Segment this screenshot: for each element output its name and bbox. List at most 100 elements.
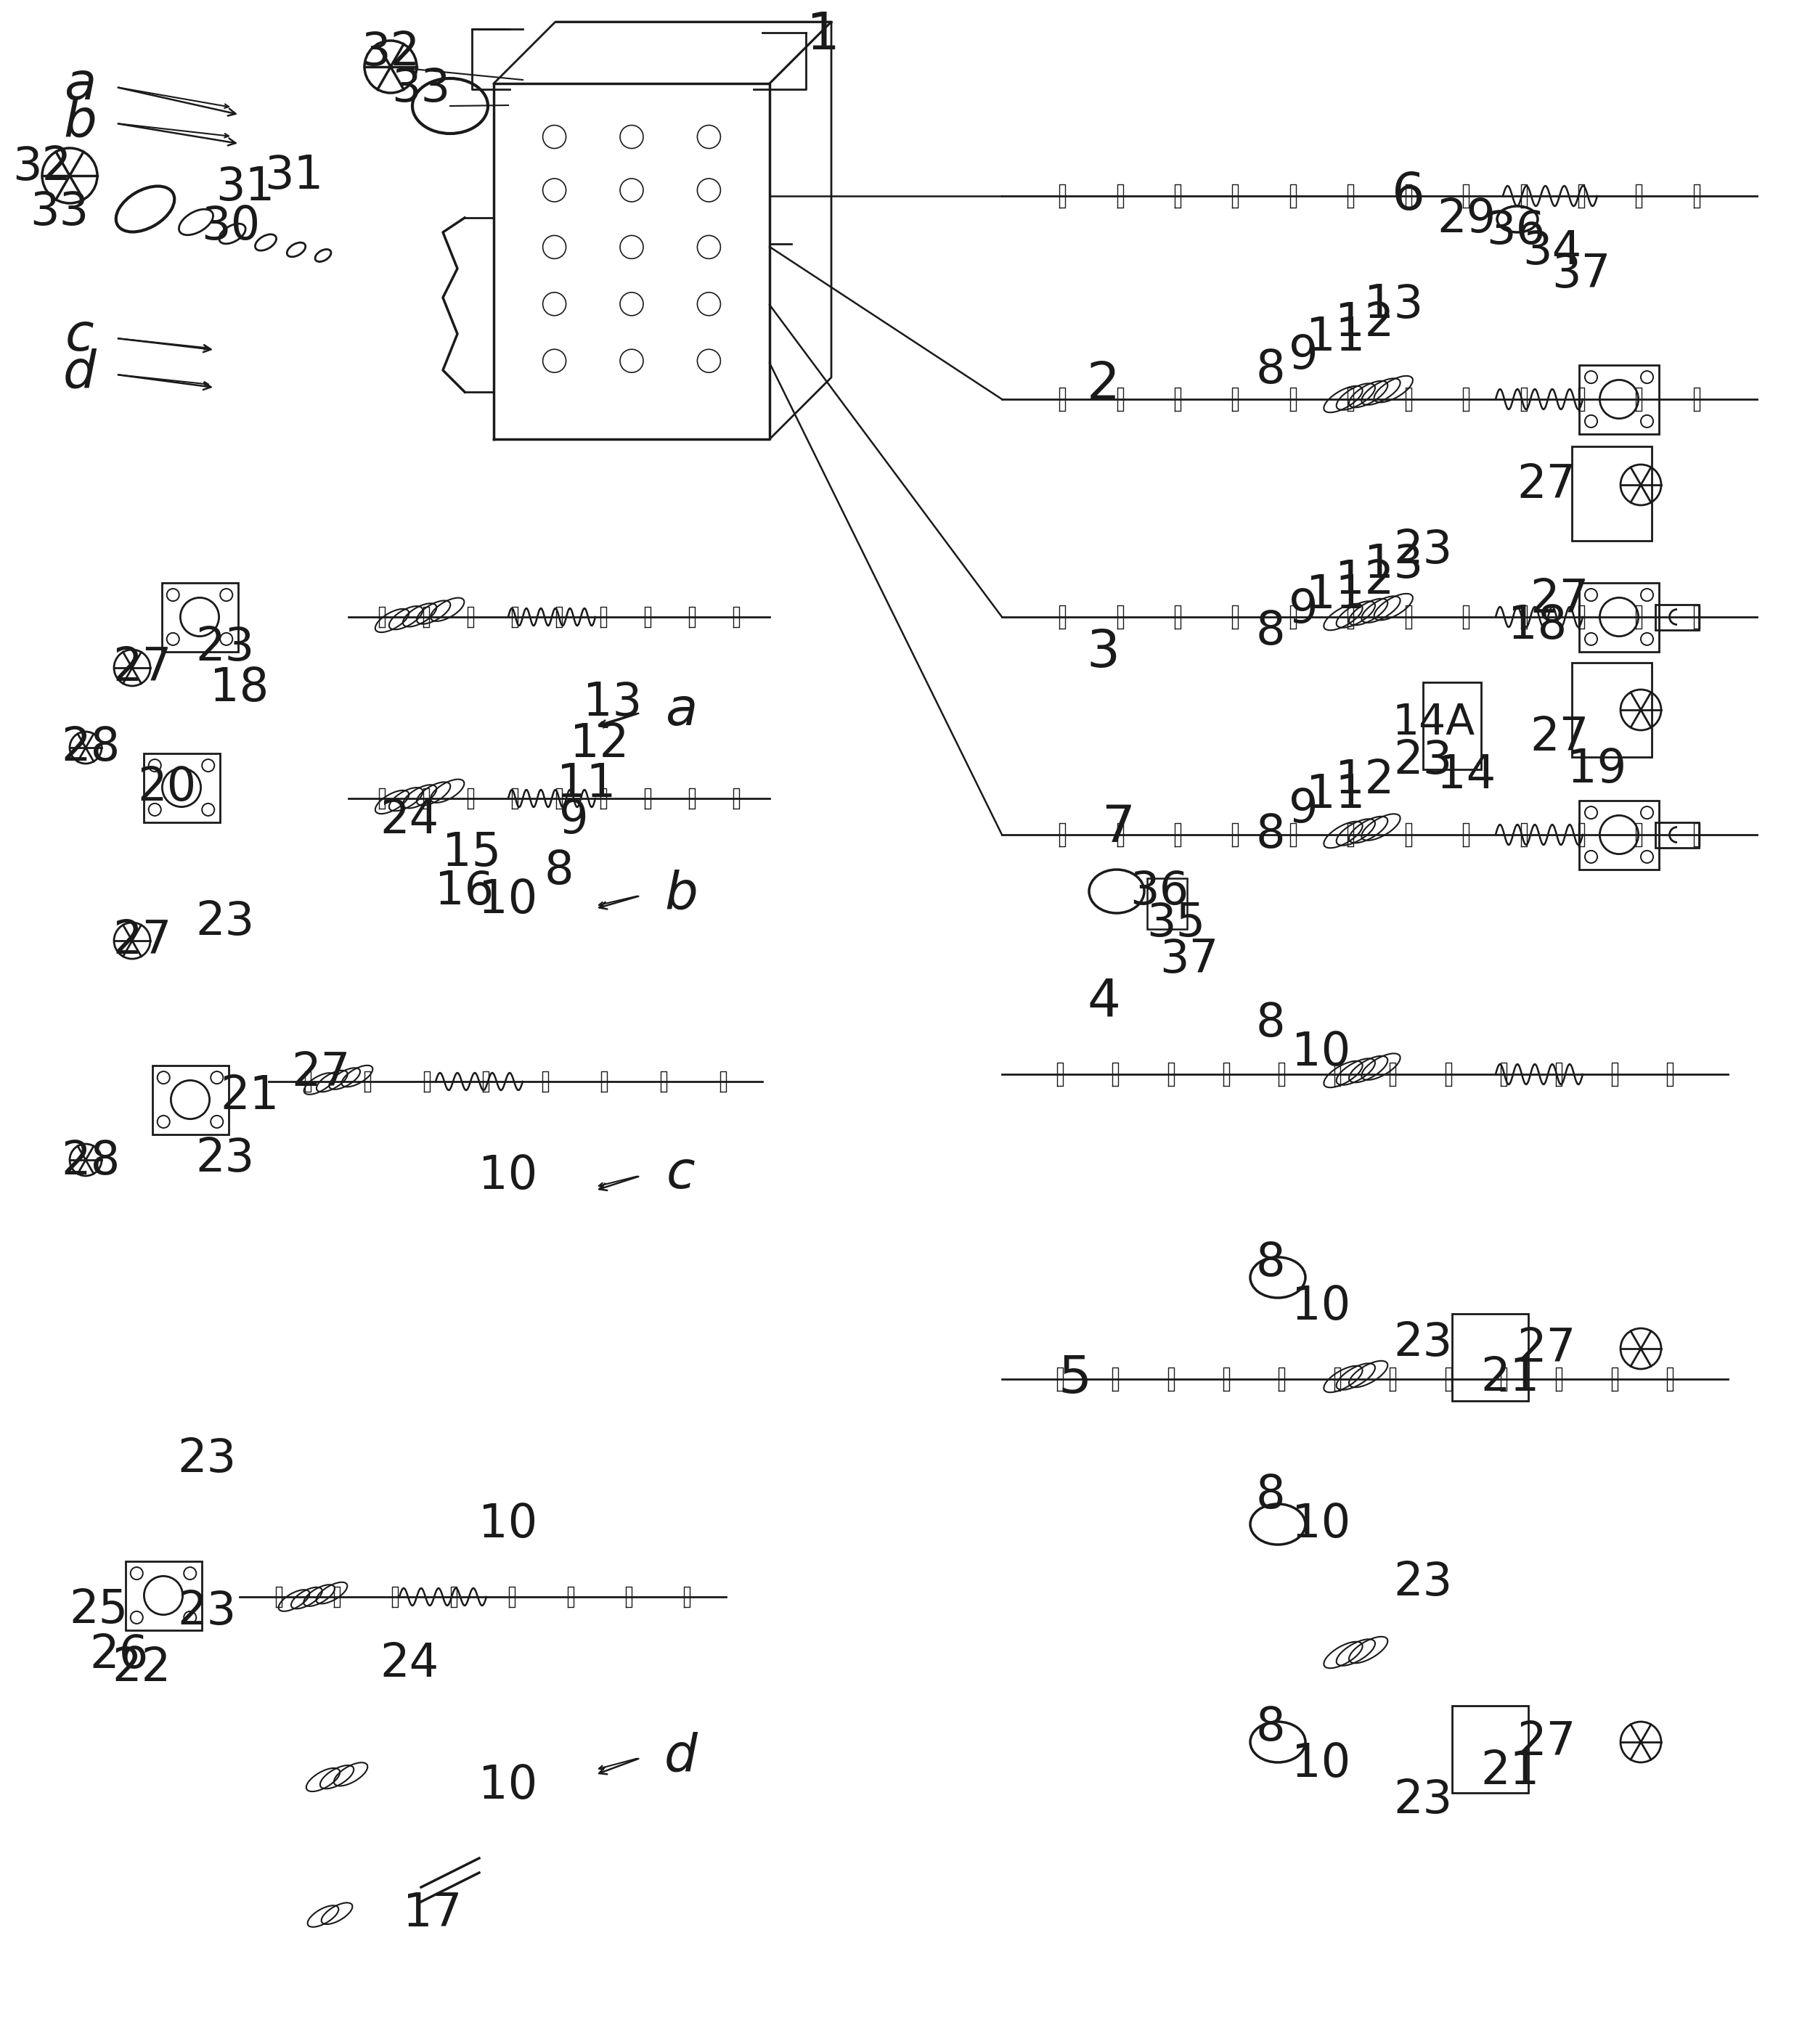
Text: 10: 10 xyxy=(478,877,538,922)
Text: 8: 8 xyxy=(1256,609,1285,654)
Text: 34: 34 xyxy=(1522,229,1582,274)
Text: b: b xyxy=(63,96,96,147)
Polygon shape xyxy=(364,1071,371,1091)
Polygon shape xyxy=(380,607,386,628)
Text: 8: 8 xyxy=(1256,811,1285,856)
Polygon shape xyxy=(1444,1367,1452,1390)
Text: 23: 23 xyxy=(1394,1778,1452,1823)
Polygon shape xyxy=(1175,605,1180,630)
Text: 9: 9 xyxy=(1289,587,1318,632)
Text: 27: 27 xyxy=(1517,1719,1577,1764)
Polygon shape xyxy=(1233,824,1238,846)
Polygon shape xyxy=(601,789,606,809)
Polygon shape xyxy=(393,1586,398,1607)
Text: 11: 11 xyxy=(1307,773,1365,818)
Text: c: c xyxy=(65,313,94,362)
Text: 15: 15 xyxy=(442,830,501,875)
Polygon shape xyxy=(335,1586,340,1607)
Polygon shape xyxy=(1059,184,1066,208)
Text: 10: 10 xyxy=(478,1502,538,1547)
Text: 6: 6 xyxy=(1392,172,1424,221)
Text: 14: 14 xyxy=(1437,752,1497,797)
Text: 33: 33 xyxy=(391,65,451,110)
Polygon shape xyxy=(467,607,474,628)
Polygon shape xyxy=(1405,388,1412,411)
Bar xyxy=(125,1562,201,1629)
Polygon shape xyxy=(1557,1367,1562,1390)
Polygon shape xyxy=(568,1586,574,1607)
Polygon shape xyxy=(1444,1063,1452,1085)
Bar xyxy=(1452,1707,1528,1793)
Polygon shape xyxy=(1224,1367,1229,1390)
Text: 37: 37 xyxy=(1160,936,1218,981)
Polygon shape xyxy=(306,1071,311,1091)
Bar xyxy=(143,752,219,822)
Text: a: a xyxy=(63,61,96,110)
Text: 21: 21 xyxy=(1481,1748,1540,1793)
Bar xyxy=(1578,583,1660,652)
Polygon shape xyxy=(1059,824,1066,846)
Text: 27: 27 xyxy=(1529,576,1589,621)
Bar xyxy=(1656,605,1700,630)
Text: 26: 26 xyxy=(89,1633,148,1678)
Text: 27: 27 xyxy=(112,646,172,691)
Text: 23: 23 xyxy=(195,1136,255,1181)
Text: 19: 19 xyxy=(1567,746,1627,791)
Polygon shape xyxy=(1059,388,1066,411)
Polygon shape xyxy=(1694,184,1700,208)
Polygon shape xyxy=(556,607,561,628)
Polygon shape xyxy=(1462,184,1470,208)
Polygon shape xyxy=(1520,824,1526,846)
Polygon shape xyxy=(467,789,474,809)
Text: 9: 9 xyxy=(559,797,588,842)
Text: 31: 31 xyxy=(264,153,324,198)
Text: 36: 36 xyxy=(1486,208,1546,253)
Bar xyxy=(1578,364,1660,433)
Text: 27: 27 xyxy=(112,918,172,963)
Text: 23: 23 xyxy=(1394,527,1452,572)
Polygon shape xyxy=(733,789,738,809)
Polygon shape xyxy=(626,1586,632,1607)
Polygon shape xyxy=(1224,1063,1229,1085)
Polygon shape xyxy=(644,789,650,809)
Polygon shape xyxy=(1175,388,1180,411)
Text: 27: 27 xyxy=(1517,462,1577,507)
Polygon shape xyxy=(1117,184,1122,208)
Text: 10: 10 xyxy=(478,1764,538,1809)
Polygon shape xyxy=(512,607,518,628)
Text: 30: 30 xyxy=(201,204,261,249)
Bar xyxy=(1571,662,1653,756)
Text: 13: 13 xyxy=(1365,542,1423,587)
Polygon shape xyxy=(1578,388,1584,411)
Text: 27: 27 xyxy=(1529,715,1589,760)
Text: 24: 24 xyxy=(380,1641,440,1686)
Polygon shape xyxy=(1348,824,1354,846)
Text: 23: 23 xyxy=(1394,1560,1452,1605)
Bar xyxy=(1148,879,1187,930)
Polygon shape xyxy=(1611,1063,1618,1085)
Text: 21: 21 xyxy=(1481,1355,1540,1400)
Polygon shape xyxy=(451,1586,456,1607)
Text: d: d xyxy=(63,347,96,399)
Polygon shape xyxy=(1500,1063,1506,1085)
Polygon shape xyxy=(1578,184,1584,208)
Text: 13: 13 xyxy=(583,681,643,726)
Text: 11: 11 xyxy=(1307,572,1365,617)
Bar xyxy=(1452,1314,1528,1400)
Text: 27: 27 xyxy=(1517,1327,1577,1372)
Polygon shape xyxy=(1694,824,1700,846)
Text: 23: 23 xyxy=(1394,1320,1452,1365)
Text: 27: 27 xyxy=(291,1051,351,1096)
Polygon shape xyxy=(1520,184,1526,208)
Text: a: a xyxy=(664,687,697,736)
Text: 18: 18 xyxy=(210,666,270,711)
Polygon shape xyxy=(380,789,386,809)
Text: 8: 8 xyxy=(1256,1474,1285,1519)
Text: 12: 12 xyxy=(570,722,630,766)
Text: d: d xyxy=(664,1731,697,1782)
Bar xyxy=(1423,683,1481,769)
Polygon shape xyxy=(1636,388,1642,411)
Polygon shape xyxy=(1636,184,1642,208)
Polygon shape xyxy=(1405,184,1412,208)
Polygon shape xyxy=(1291,824,1296,846)
